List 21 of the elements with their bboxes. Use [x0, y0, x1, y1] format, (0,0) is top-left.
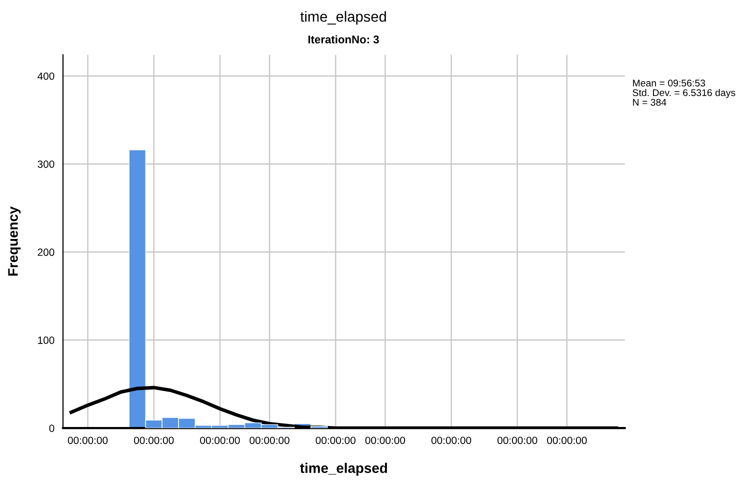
y-tick-label: 100	[38, 336, 54, 344]
x-tick-label: 00:00:00	[250, 436, 290, 444]
x-tick-label: 00:00:00	[431, 436, 472, 444]
text: Mean = 09:56:53	[633, 80, 706, 87]
chart-title: time_elapsed	[300, 11, 386, 25]
y-tick-label: 0	[49, 424, 54, 432]
x-tick-label: 00:00:00	[497, 436, 538, 444]
x-axis-title: time_elapsed	[300, 462, 387, 476]
x-tick-label: 00:00:00	[547, 436, 587, 444]
x-tick-label: 00:00:00	[200, 436, 240, 444]
x-tick-label: 00:00:00	[68, 436, 108, 444]
x-tick-label: 00:00:00	[365, 436, 406, 444]
chart-subtitle: IterationNo: 3	[308, 35, 379, 44]
text: N = 384	[633, 98, 666, 106]
y-tick-label: 200	[38, 248, 54, 256]
y-tick-label: 400	[38, 72, 54, 80]
text: Std. Dev. = 6.5316 days	[632, 88, 736, 98]
y-axis-title: Frequency	[8, 206, 21, 276]
x-tick-label: 00:00:00	[134, 436, 174, 444]
y-tick-label: 300	[38, 160, 54, 168]
x-tick-label: 00:00:00	[316, 436, 356, 444]
